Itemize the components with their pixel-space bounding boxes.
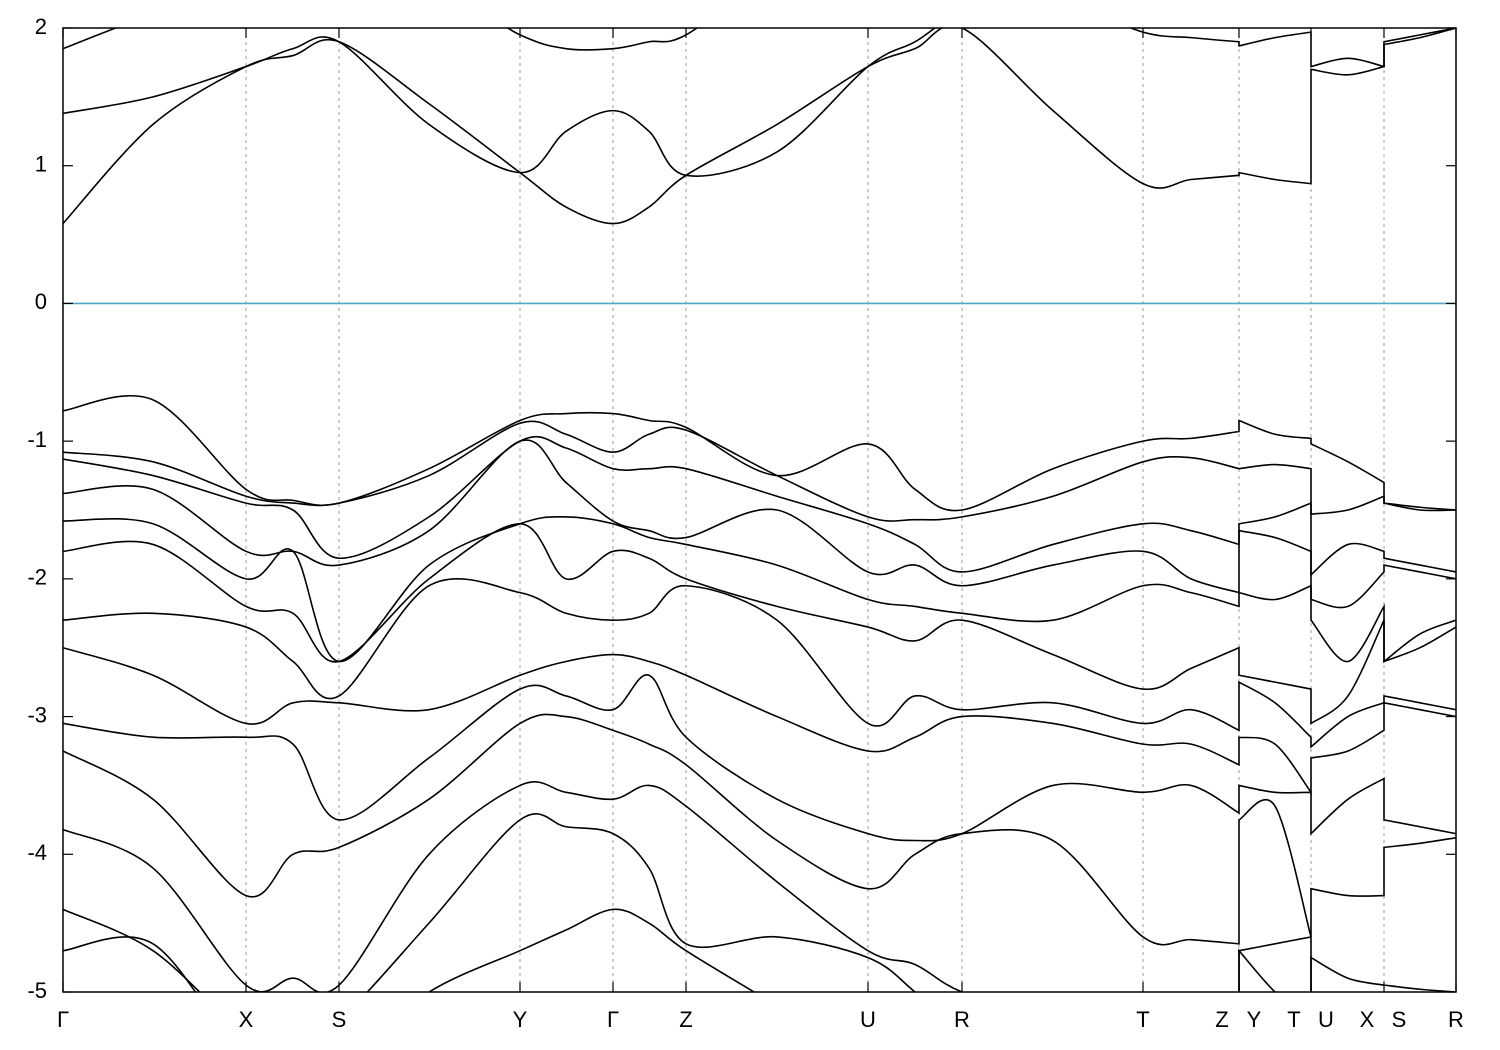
- x-tick-label: Y: [1247, 1007, 1262, 1032]
- y-tick-label: 0: [35, 289, 47, 314]
- x-tick-label: S: [332, 1007, 347, 1032]
- x-tick-label: Γ: [607, 1007, 619, 1032]
- band-line: [63, 516, 1456, 664]
- y-tick-label: -4: [27, 840, 47, 865]
- x-tick-label: Z: [1215, 1007, 1228, 1032]
- y-tick-label: -5: [27, 978, 47, 1003]
- x-tick-label: T: [1136, 1007, 1149, 1032]
- y-tick-label: -2: [27, 565, 47, 590]
- band-line: [63, 908, 1312, 992]
- x-tick-label: R: [1448, 1007, 1464, 1032]
- x-tick-label: U: [860, 1007, 876, 1032]
- x-tick-label: Γ: [57, 1007, 69, 1032]
- band-line: [63, 420, 1456, 522]
- band-line: [63, 813, 917, 992]
- band-line: [63, 28, 699, 51]
- band-line: [63, 781, 1456, 992]
- band-line: [63, 522, 1456, 726]
- x-tick-label: R: [954, 1007, 970, 1032]
- band-line: [63, 578, 1456, 749]
- x-tick-label: X: [1360, 1007, 1375, 1032]
- plot-frame: [62, 27, 1457, 993]
- y-tick-label: -3: [27, 702, 47, 727]
- x-tick-label: U: [1318, 1007, 1334, 1032]
- band-line: [63, 713, 1456, 946]
- y-tick-label: -1: [27, 427, 47, 452]
- y-tick-label: 1: [35, 152, 47, 177]
- axes: 210-1-2-3-4-5Γ X S Y Γ Z U R T Z Y T U X S R: [27, 14, 1464, 1032]
- x-tick-label: T: [1287, 1007, 1300, 1032]
- x-tick-label: S: [1392, 1007, 1407, 1032]
- band-line: [63, 394, 1456, 512]
- x-tick-label: Y: [513, 1007, 528, 1032]
- band-line: [63, 28, 1456, 225]
- band-line: [63, 28, 1456, 177]
- x-tick-label: X: [239, 1007, 254, 1032]
- band-line: [63, 674, 1456, 842]
- grid: [63, 28, 1456, 992]
- band-line: [63, 646, 1456, 795]
- band-line: [63, 435, 1456, 577]
- band-line: [63, 439, 1456, 609]
- x-tick-label: Z: [679, 1007, 692, 1032]
- y-tick-label: 2: [35, 14, 47, 39]
- bands: [63, 28, 1456, 992]
